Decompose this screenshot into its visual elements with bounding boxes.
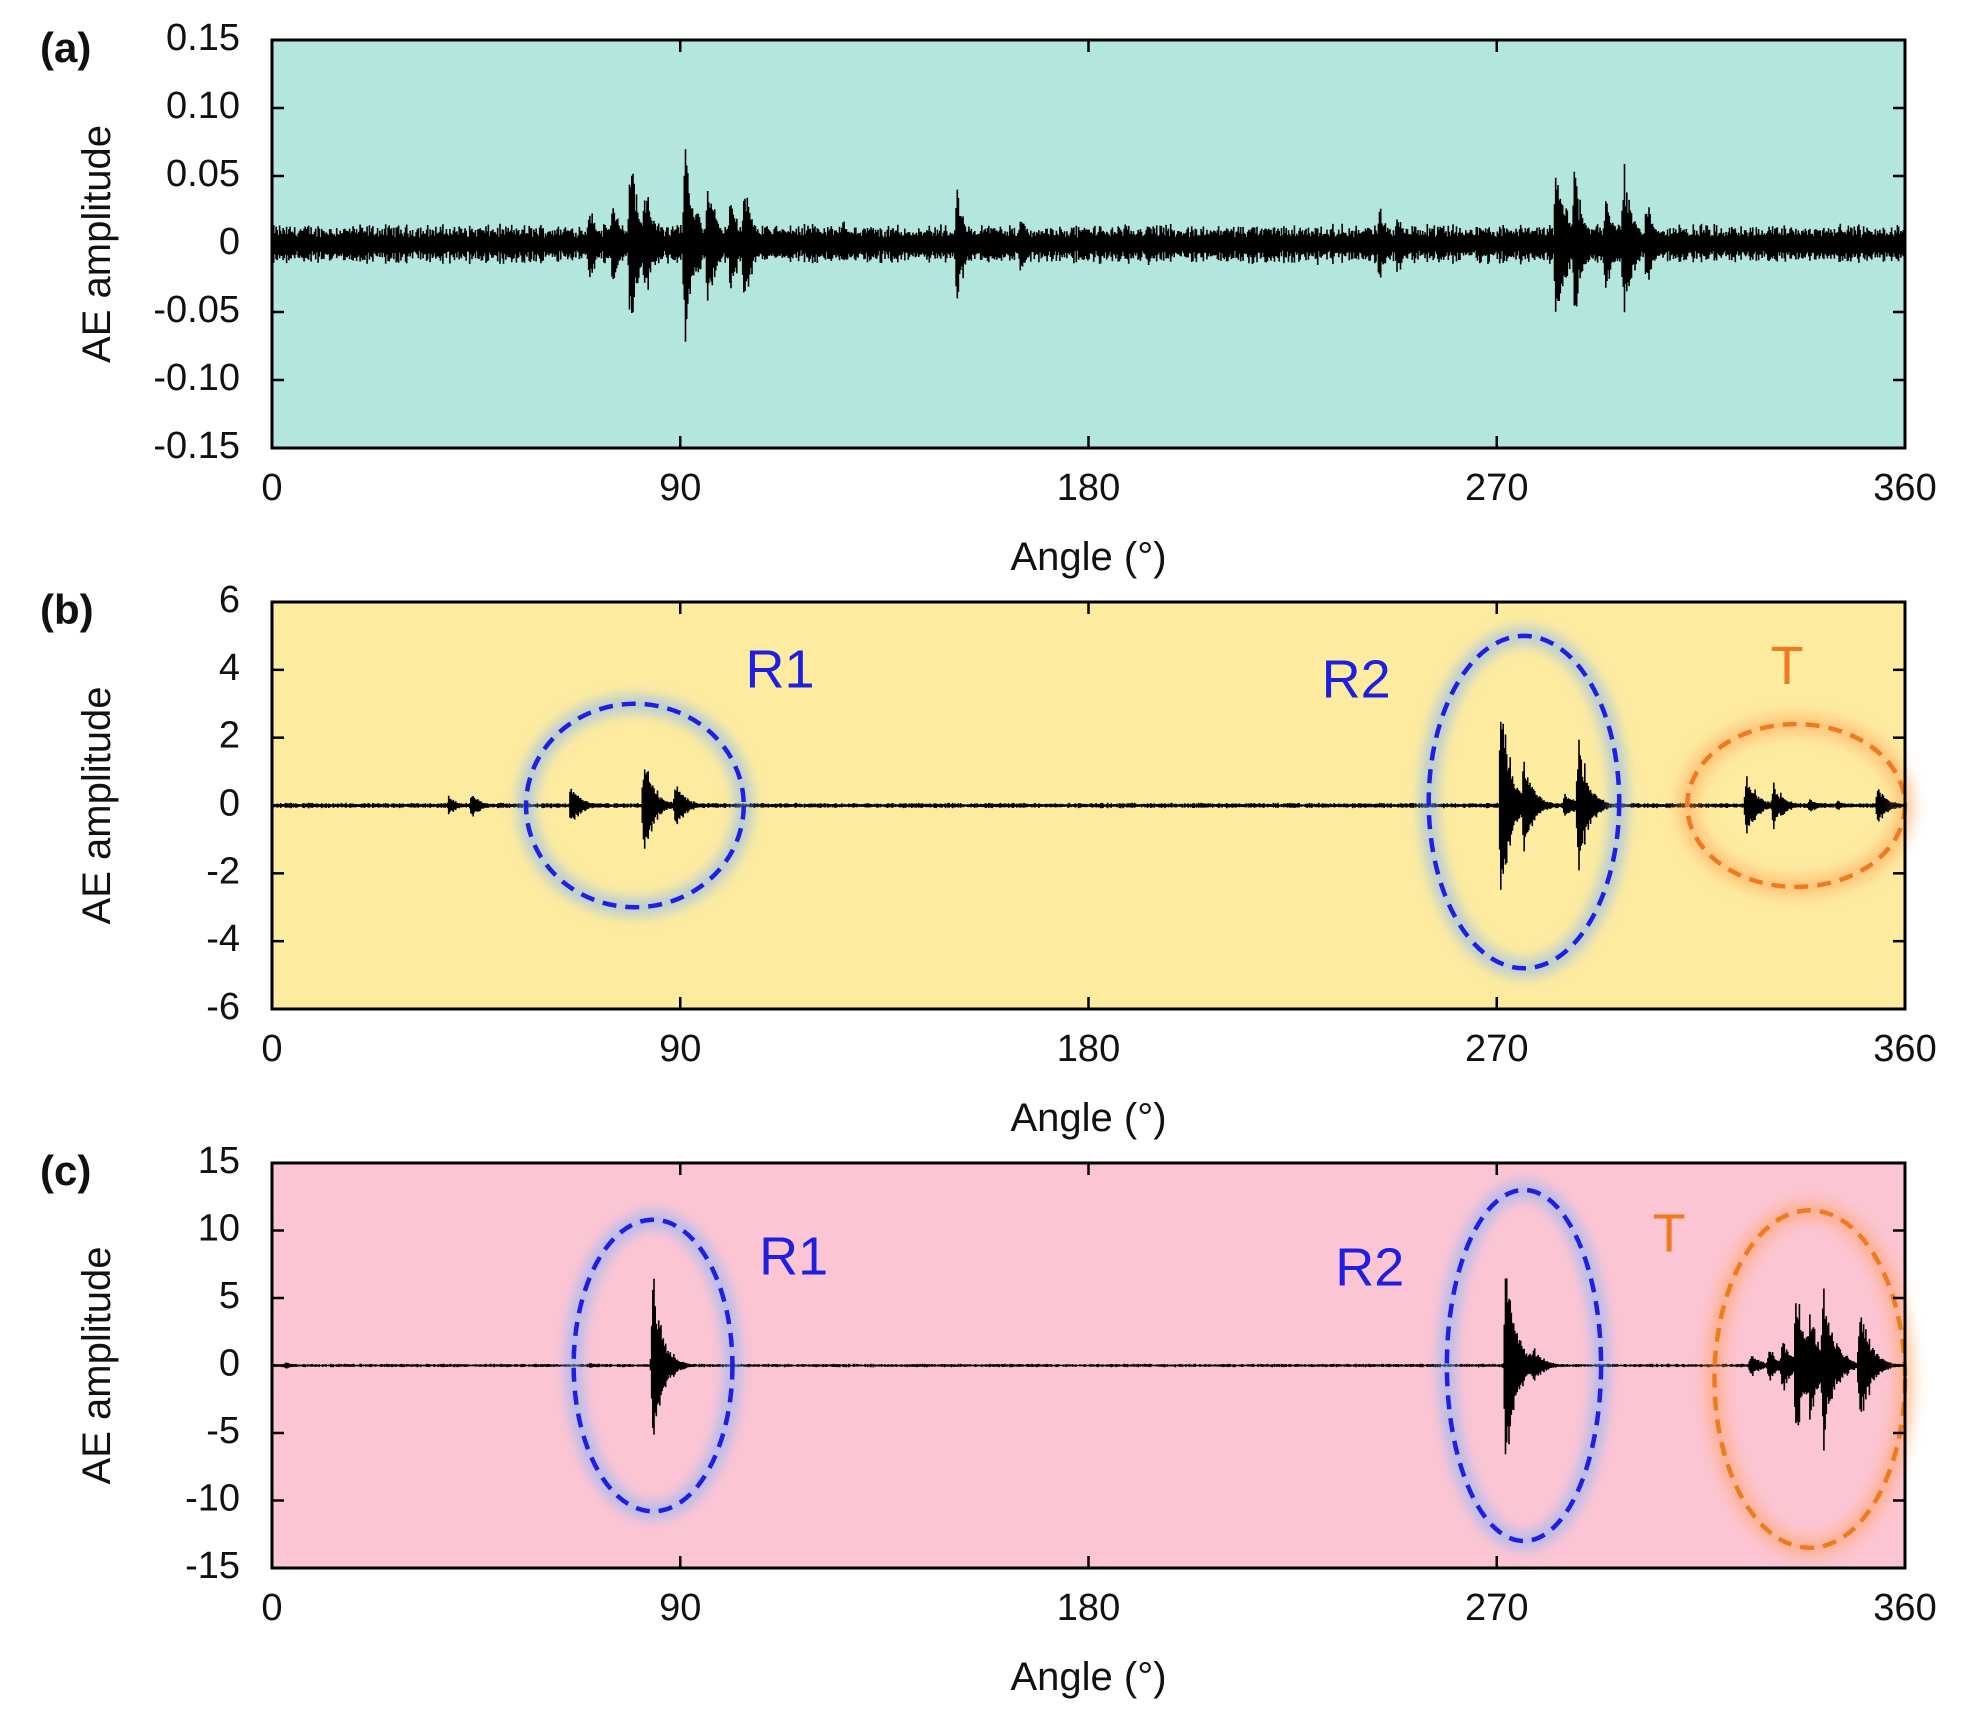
- x-tick-label: 0: [261, 1028, 282, 1070]
- annotation-ellipse-r2: [1426, 633, 1622, 971]
- annotation-label-r1: R1: [759, 1226, 828, 1286]
- annotation-label-t: T: [1653, 1204, 1686, 1264]
- panel-label: (a): [40, 24, 91, 71]
- x-tick-label: 360: [1873, 1587, 1936, 1629]
- panel-label: (c): [40, 1147, 91, 1194]
- y-tick-label: 4: [219, 647, 240, 689]
- panel-3: R1 R2 T 15 10 5 0 -5 -10 -15 0 90 180 270 360 Angle (°)…: [40, 1140, 1937, 1699]
- y-tick-label: 0.10: [166, 85, 240, 127]
- annotation-label-r1: R1: [746, 639, 815, 699]
- y-tick-label: -2: [206, 850, 240, 892]
- y-tick-label: -0.05: [153, 289, 240, 331]
- y-tick-label: 0.05: [166, 153, 240, 195]
- y-axis-label: AE amplitude: [75, 687, 119, 925]
- y-axis-label: AE amplitude: [75, 1247, 119, 1485]
- y-tick-label: 0: [219, 783, 240, 825]
- x-axis-label: Angle (°): [1010, 535, 1166, 579]
- annotation-ellipse-r1: [571, 1217, 735, 1514]
- x-tick-label: 360: [1873, 1028, 1936, 1070]
- annotation-ellipse-r2: [1444, 1187, 1604, 1544]
- y-tick-label: -6: [206, 986, 240, 1028]
- x-axis-label: Angle (°): [1010, 1655, 1166, 1699]
- x-tick-label: 0: [261, 1587, 282, 1629]
- y-tick-label: 2: [219, 715, 240, 757]
- annotation-label-r2: R2: [1322, 650, 1391, 710]
- y-tick-label: -0.15: [153, 425, 240, 467]
- y-tick-label: -5: [206, 1410, 240, 1452]
- y-tick-label: 10: [198, 1208, 240, 1250]
- x-tick-label: 270: [1465, 467, 1528, 509]
- y-tick-label: 6: [219, 579, 240, 621]
- annotation-label-r2: R2: [1335, 1237, 1404, 1297]
- y-tick-label: -4: [206, 918, 240, 960]
- y-tick-label: -15: [185, 1545, 240, 1587]
- panel-1: 0.15 0.10 0.05 0 -0.05 -0.10 -0.15 0 90 180 270 360…: [40, 17, 1937, 579]
- x-tick-label: 90: [659, 467, 701, 509]
- annotation-label-t: T: [1771, 636, 1804, 696]
- y-tick-label: 5: [219, 1275, 240, 1317]
- x-axis-label: Angle (°): [1010, 1096, 1166, 1140]
- y-tick-label: 15: [198, 1140, 240, 1182]
- panel-2: R1 R2 T 6 4 2 0 -2 -4 -6 0 90 180 270 360 Angle (°) AE a…: [40, 579, 1937, 1140]
- x-tick-label: 270: [1465, 1028, 1528, 1070]
- y-axis-label: AE amplitude: [75, 125, 119, 363]
- y-tick-label: 0: [219, 1343, 240, 1385]
- annotation-ellipse-r1: [523, 701, 747, 910]
- x-tick-label: 180: [1057, 1587, 1120, 1629]
- x-tick-label: 360: [1873, 467, 1936, 509]
- y-tick-label: -0.10: [153, 357, 240, 399]
- y-tick-label: -10: [185, 1478, 240, 1520]
- x-tick-label: 180: [1057, 1028, 1120, 1070]
- panel-label: (b): [40, 586, 94, 633]
- x-tick-label: 90: [659, 1028, 701, 1070]
- y-tick-label: 0: [219, 221, 240, 263]
- x-tick-label: 270: [1465, 1587, 1528, 1629]
- x-tick-label: 180: [1057, 467, 1120, 509]
- y-tick-label: 0.15: [166, 17, 240, 59]
- x-tick-label: 90: [659, 1587, 701, 1629]
- x-tick-label: 0: [261, 467, 282, 509]
